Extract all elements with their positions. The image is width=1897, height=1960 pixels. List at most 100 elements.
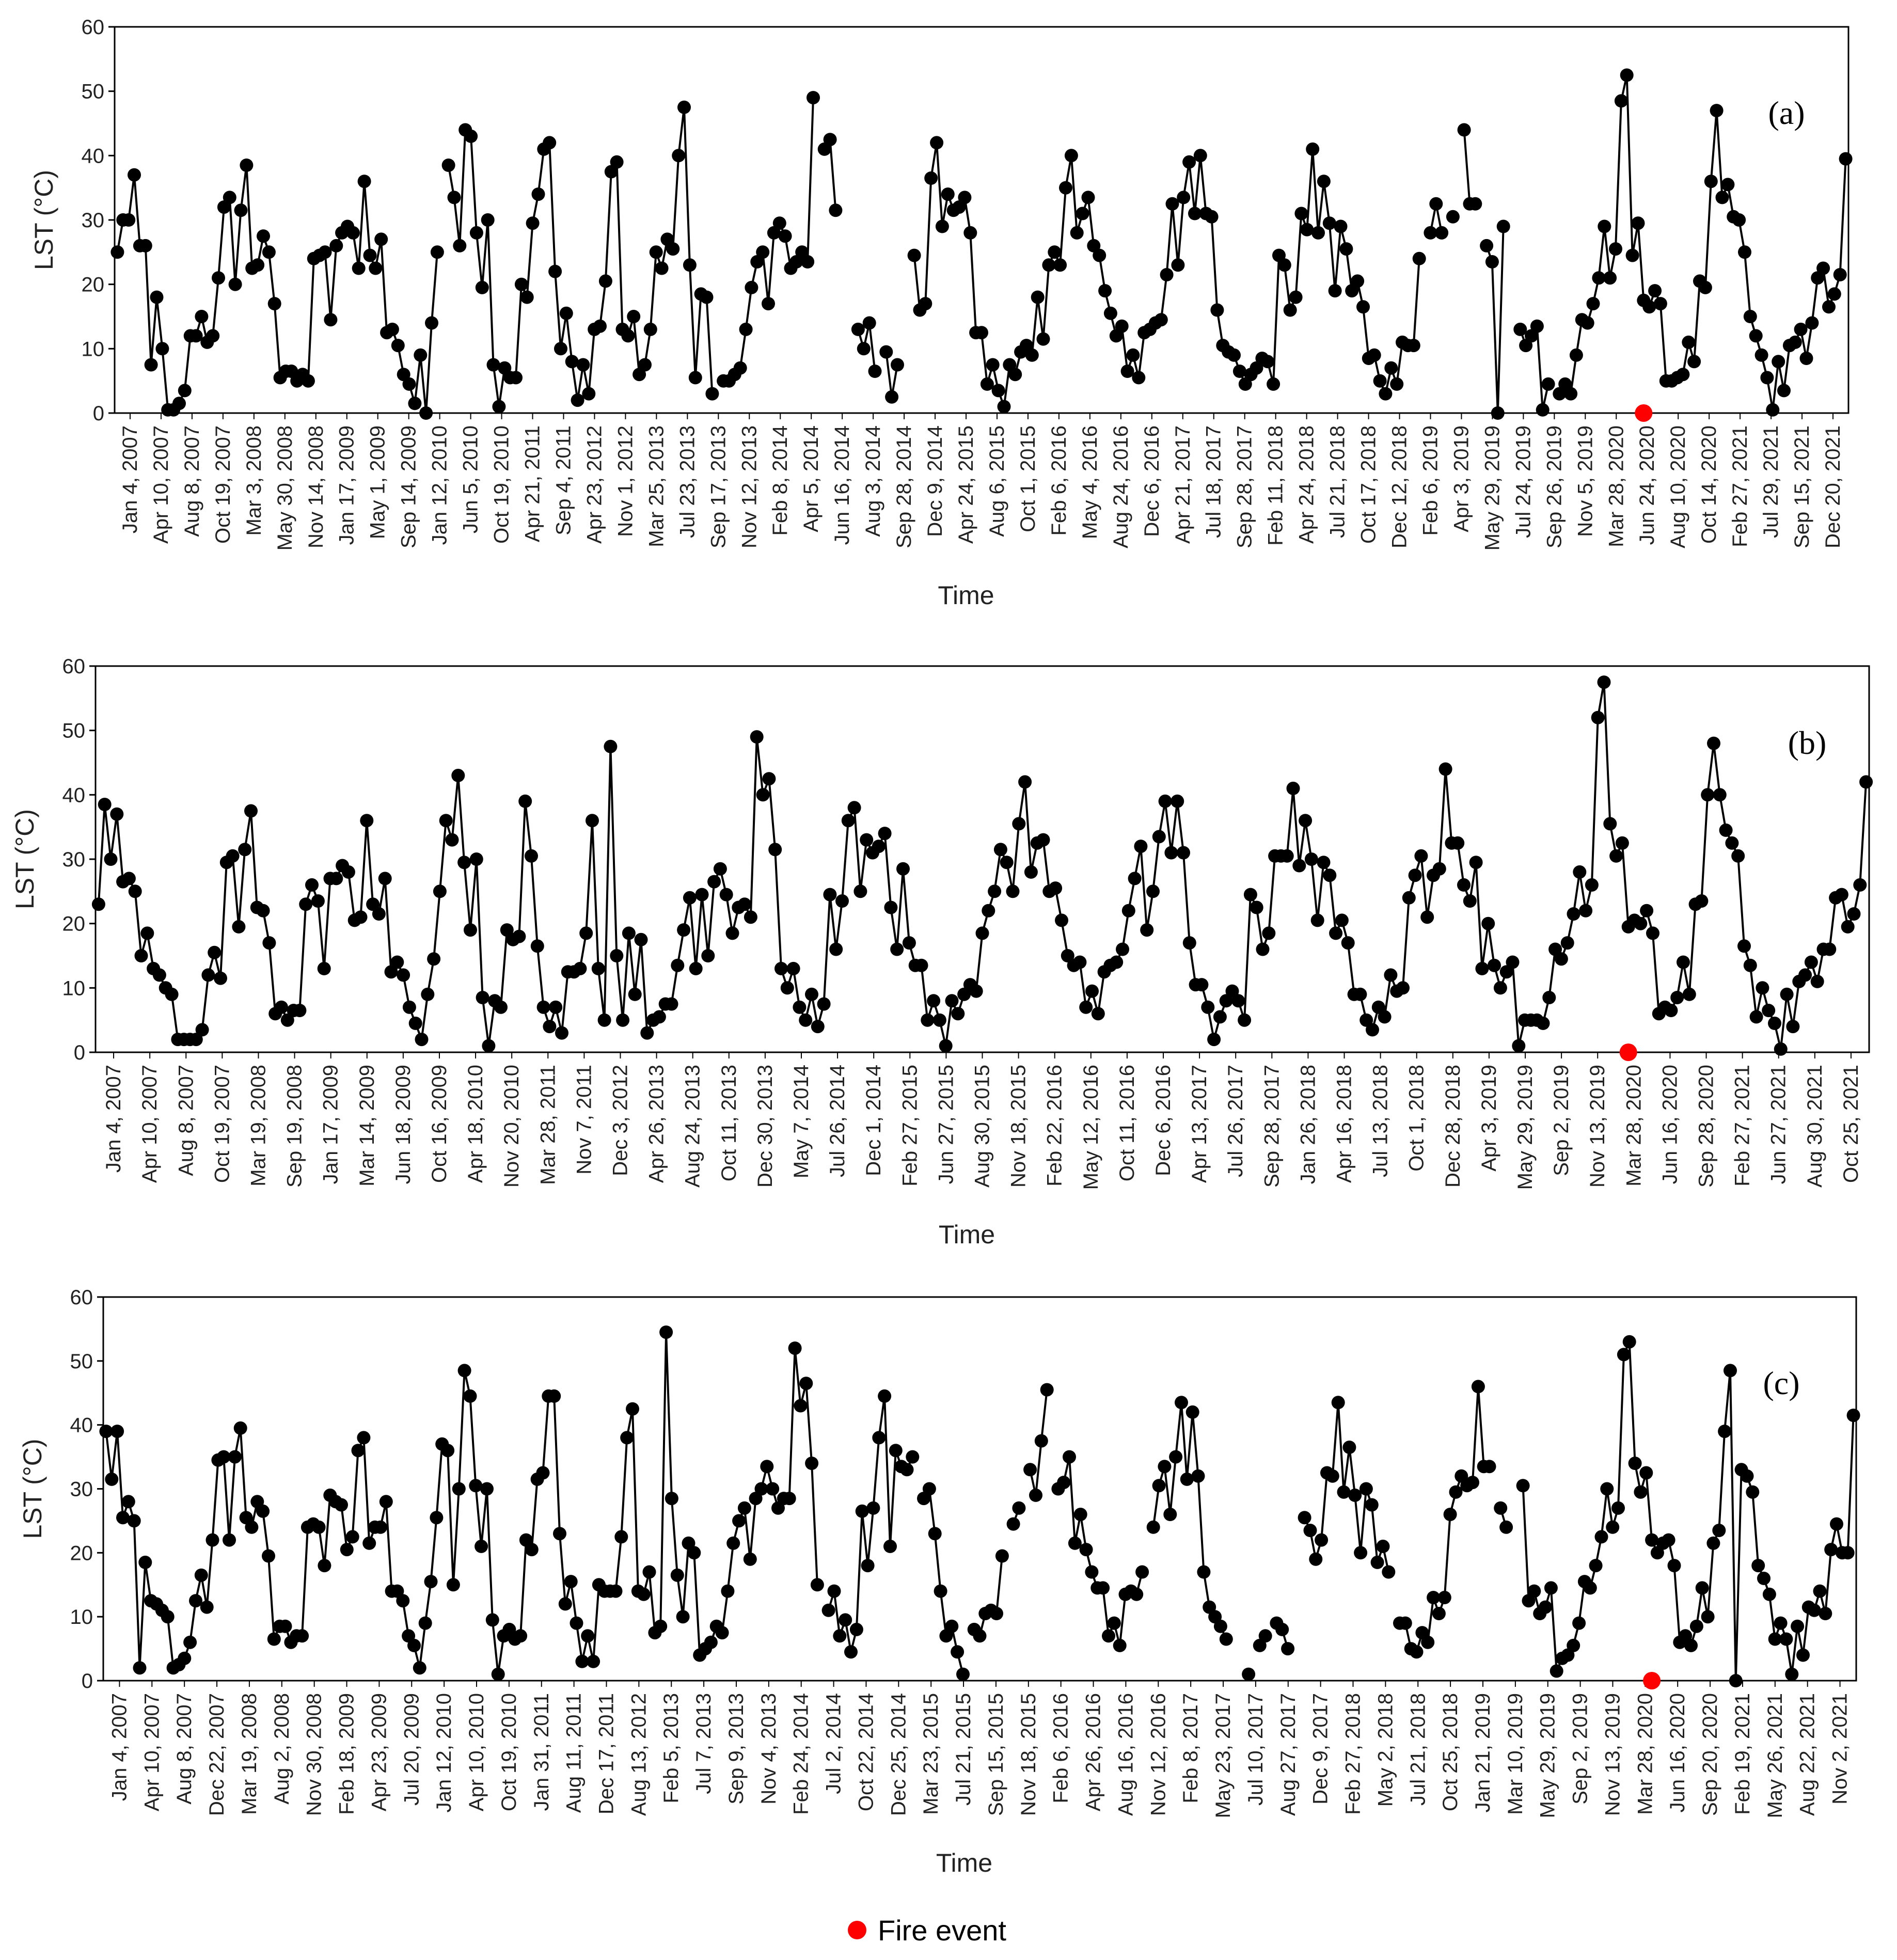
data-point — [582, 387, 596, 401]
data-point — [839, 1613, 852, 1627]
data-point — [1165, 197, 1179, 211]
x-tick-label: Jun 5, 2010 — [460, 425, 482, 533]
data-point — [1645, 1533, 1659, 1547]
data-point — [575, 1654, 589, 1668]
data-point — [1839, 152, 1853, 166]
data-point — [1457, 878, 1471, 892]
data-point — [1822, 300, 1836, 314]
data-point — [1310, 913, 1324, 927]
data-point — [591, 961, 605, 975]
data-point — [1103, 306, 1117, 320]
x-tick-label: Oct 19, 2010 — [498, 1693, 520, 1811]
data-point — [548, 264, 562, 278]
panel-label: (a) — [1768, 94, 1805, 131]
data-point — [1600, 1482, 1614, 1496]
data-point — [1634, 916, 1648, 930]
x-tick-label: Jul 21, 2018 — [1326, 425, 1349, 538]
y-tick-label: 0 — [93, 402, 104, 425]
data-point — [621, 329, 635, 343]
data-point — [1029, 1488, 1042, 1502]
data-point — [640, 1026, 654, 1040]
x-tick-label: Aug 8, 2007 — [181, 425, 203, 537]
data-point — [1677, 955, 1690, 969]
data-point — [1827, 287, 1841, 301]
data-point — [1446, 210, 1460, 224]
data-point — [509, 371, 523, 385]
data-point — [447, 191, 461, 204]
data-point — [1749, 1010, 1763, 1024]
data-point — [1171, 794, 1184, 808]
data-point — [138, 1555, 152, 1569]
x-tick-label: May 29, 2019 — [1481, 425, 1504, 550]
x-tick-label: Feb 24, 2014 — [790, 1693, 813, 1815]
data-point — [866, 1501, 880, 1515]
data-point — [1356, 300, 1370, 314]
data-point — [772, 216, 786, 230]
data-point — [1219, 994, 1233, 1008]
data-point — [1243, 888, 1257, 902]
data-point — [799, 1013, 813, 1027]
data-point — [1132, 371, 1146, 385]
x-tick-label: Oct 1, 2018 — [1405, 1065, 1428, 1172]
data-point — [1070, 226, 1084, 240]
data-point — [1373, 374, 1387, 388]
data-point — [1592, 271, 1606, 285]
data-point — [890, 942, 904, 956]
data-point — [1506, 955, 1520, 969]
data-point — [565, 355, 579, 369]
data-point — [1365, 1498, 1379, 1512]
data-point — [1799, 352, 1813, 365]
data-point — [1042, 258, 1056, 272]
fire-event-marker — [1619, 1044, 1637, 1061]
data-point — [756, 245, 770, 259]
data-point — [402, 377, 416, 391]
x-tick-label: Feb 8, 2014 — [769, 425, 792, 536]
data-point — [427, 952, 441, 966]
data-point — [732, 1514, 746, 1528]
data-point — [924, 171, 938, 185]
data-point — [1177, 846, 1190, 860]
data-point — [469, 1479, 483, 1493]
data-point — [1620, 68, 1634, 82]
data-point — [1682, 987, 1696, 1001]
x-tick-label: Feb 22, 2016 — [1044, 1065, 1066, 1187]
data-point — [1227, 348, 1241, 362]
data-point — [1406, 339, 1420, 353]
data-point — [1353, 987, 1367, 1001]
x-tick-label: Feb 8, 2017 — [1179, 1693, 1202, 1804]
data-point — [614, 1530, 628, 1544]
y-tick-label: 10 — [82, 338, 105, 360]
x-tick-label: Oct 16, 2009 — [428, 1065, 451, 1183]
data-point — [1725, 836, 1739, 850]
data-point — [676, 1610, 690, 1624]
data-point — [715, 1626, 729, 1640]
data-point — [464, 129, 478, 143]
data-point — [991, 384, 1005, 398]
data-point — [677, 923, 691, 937]
data-point — [1012, 817, 1026, 831]
data-point — [1609, 242, 1622, 256]
x-tick-label: Nov 2, 2021 — [1829, 1693, 1852, 1805]
x-tick-label: Apr 21, 2017 — [1172, 425, 1194, 544]
data-point — [670, 1568, 684, 1582]
data-point — [1325, 1469, 1339, 1483]
data-point — [390, 955, 404, 969]
data-point — [245, 1520, 259, 1534]
x-tick-label: Sep 19, 2008 — [283, 1065, 306, 1188]
data-point — [884, 900, 898, 914]
data-point — [1457, 123, 1471, 137]
data-point — [847, 801, 861, 815]
data-point — [256, 1504, 270, 1518]
data-point — [1813, 1584, 1827, 1598]
data-point — [1140, 923, 1154, 937]
x-tick-label: Oct 25, 2018 — [1439, 1693, 1462, 1811]
data-point — [1063, 1450, 1076, 1464]
data-point — [1306, 142, 1320, 156]
data-point — [439, 814, 453, 828]
data-point — [1121, 904, 1135, 918]
data-point — [1018, 775, 1032, 789]
y-axis-label: LST (°C) — [10, 809, 39, 909]
data-point — [267, 1632, 281, 1646]
x-tick-label: Apr 26, 2013 — [645, 1065, 668, 1183]
data-point — [1774, 1042, 1788, 1056]
